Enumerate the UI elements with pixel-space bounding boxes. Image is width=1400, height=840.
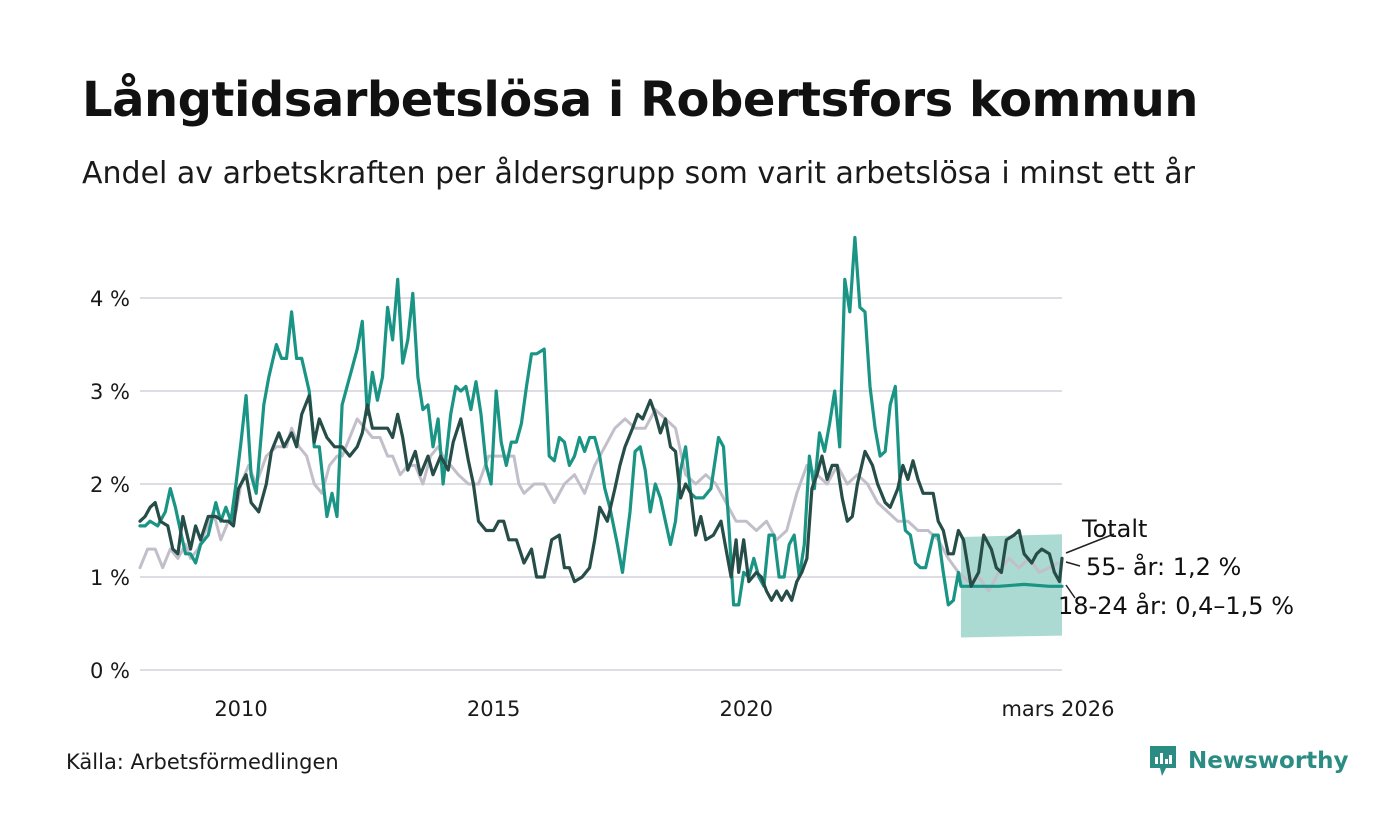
y-tick-label: 4 % (90, 287, 130, 311)
y-tick-label: 3 % (90, 380, 130, 404)
source-note: Källa: Arbetsförmedlingen (66, 750, 339, 774)
x-tick-label: 2015 (467, 697, 520, 721)
series-label-age18_24: 18-24 år: 0,4–1,5 % (1058, 591, 1294, 620)
x-tick-label: mars 2026 (1001, 697, 1114, 721)
y-tick-label: 1 % (90, 566, 130, 590)
y-tick-label: 2 % (90, 473, 130, 497)
chart-subtitle: Andel av arbetskraften per åldersgrupp s… (82, 156, 1195, 191)
leader-line-total (1065, 533, 1115, 554)
y-tick-label: 0 % (90, 659, 130, 683)
x-tick-label: 2010 (214, 697, 267, 721)
leader-line-age55 (1065, 561, 1081, 567)
newsworthy-logo-icon (1150, 746, 1176, 776)
series-label-total: Totalt (1081, 515, 1147, 543)
series-label-age55: 55- år: 1,2 % (1086, 552, 1241, 581)
brand-name: Newsworthy (1188, 748, 1349, 774)
x-tick-label: 2020 (720, 697, 773, 721)
series-line-age55 (138, 394, 1064, 602)
chart-title: Långtidsarbetslösa i Robertsfors kommun (82, 72, 1198, 128)
brand-logo: Newsworthy (1148, 744, 1349, 778)
series-line-age18_24 (138, 235, 1064, 607)
leader-line-age18_24 (1065, 584, 1076, 599)
